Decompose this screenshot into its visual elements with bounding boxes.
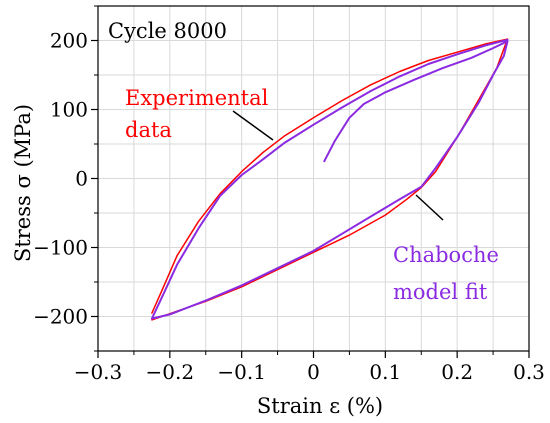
experimental-label-line2: data [125,118,172,142]
model-label-line2: model fit [393,280,488,304]
experimental-pointer-line [232,110,274,141]
y-axis-title: Stress σ (MPa) [11,104,35,262]
y-tick-label: 0 [75,167,88,191]
x-tick-label: −0.2 [146,360,195,384]
experimental-series-line [151,38,509,321]
model-pointer-line [415,194,444,221]
model-series-line [150,38,509,320]
x-axis-title: Strain ε (%) [257,394,383,418]
y-tick-label: 200 [50,29,88,53]
x-tick-label: 0.1 [369,360,401,384]
tick-marks: −0.3 −0.2 −0.1 0 0.1 0.2 0.3 −200 −100 0 100 200 [33,5,545,384]
x-tick-label: −0.1 [217,360,266,384]
x-tick-label: −0.3 [74,360,123,384]
y-tick-label: −100 [33,236,88,260]
x-tick-label: 0.3 [513,360,545,384]
x-tick-label: 0 [307,360,320,384]
experimental-label-line1: Experimental [125,86,269,110]
x-tick-label: 0.2 [441,360,473,384]
y-tick-label: −200 [33,305,88,329]
model-label-line1: Chaboche [393,243,499,267]
cycle-label: Cycle 8000 [108,19,227,43]
y-tick-label: 100 [50,98,88,122]
series-layer [150,38,509,321]
